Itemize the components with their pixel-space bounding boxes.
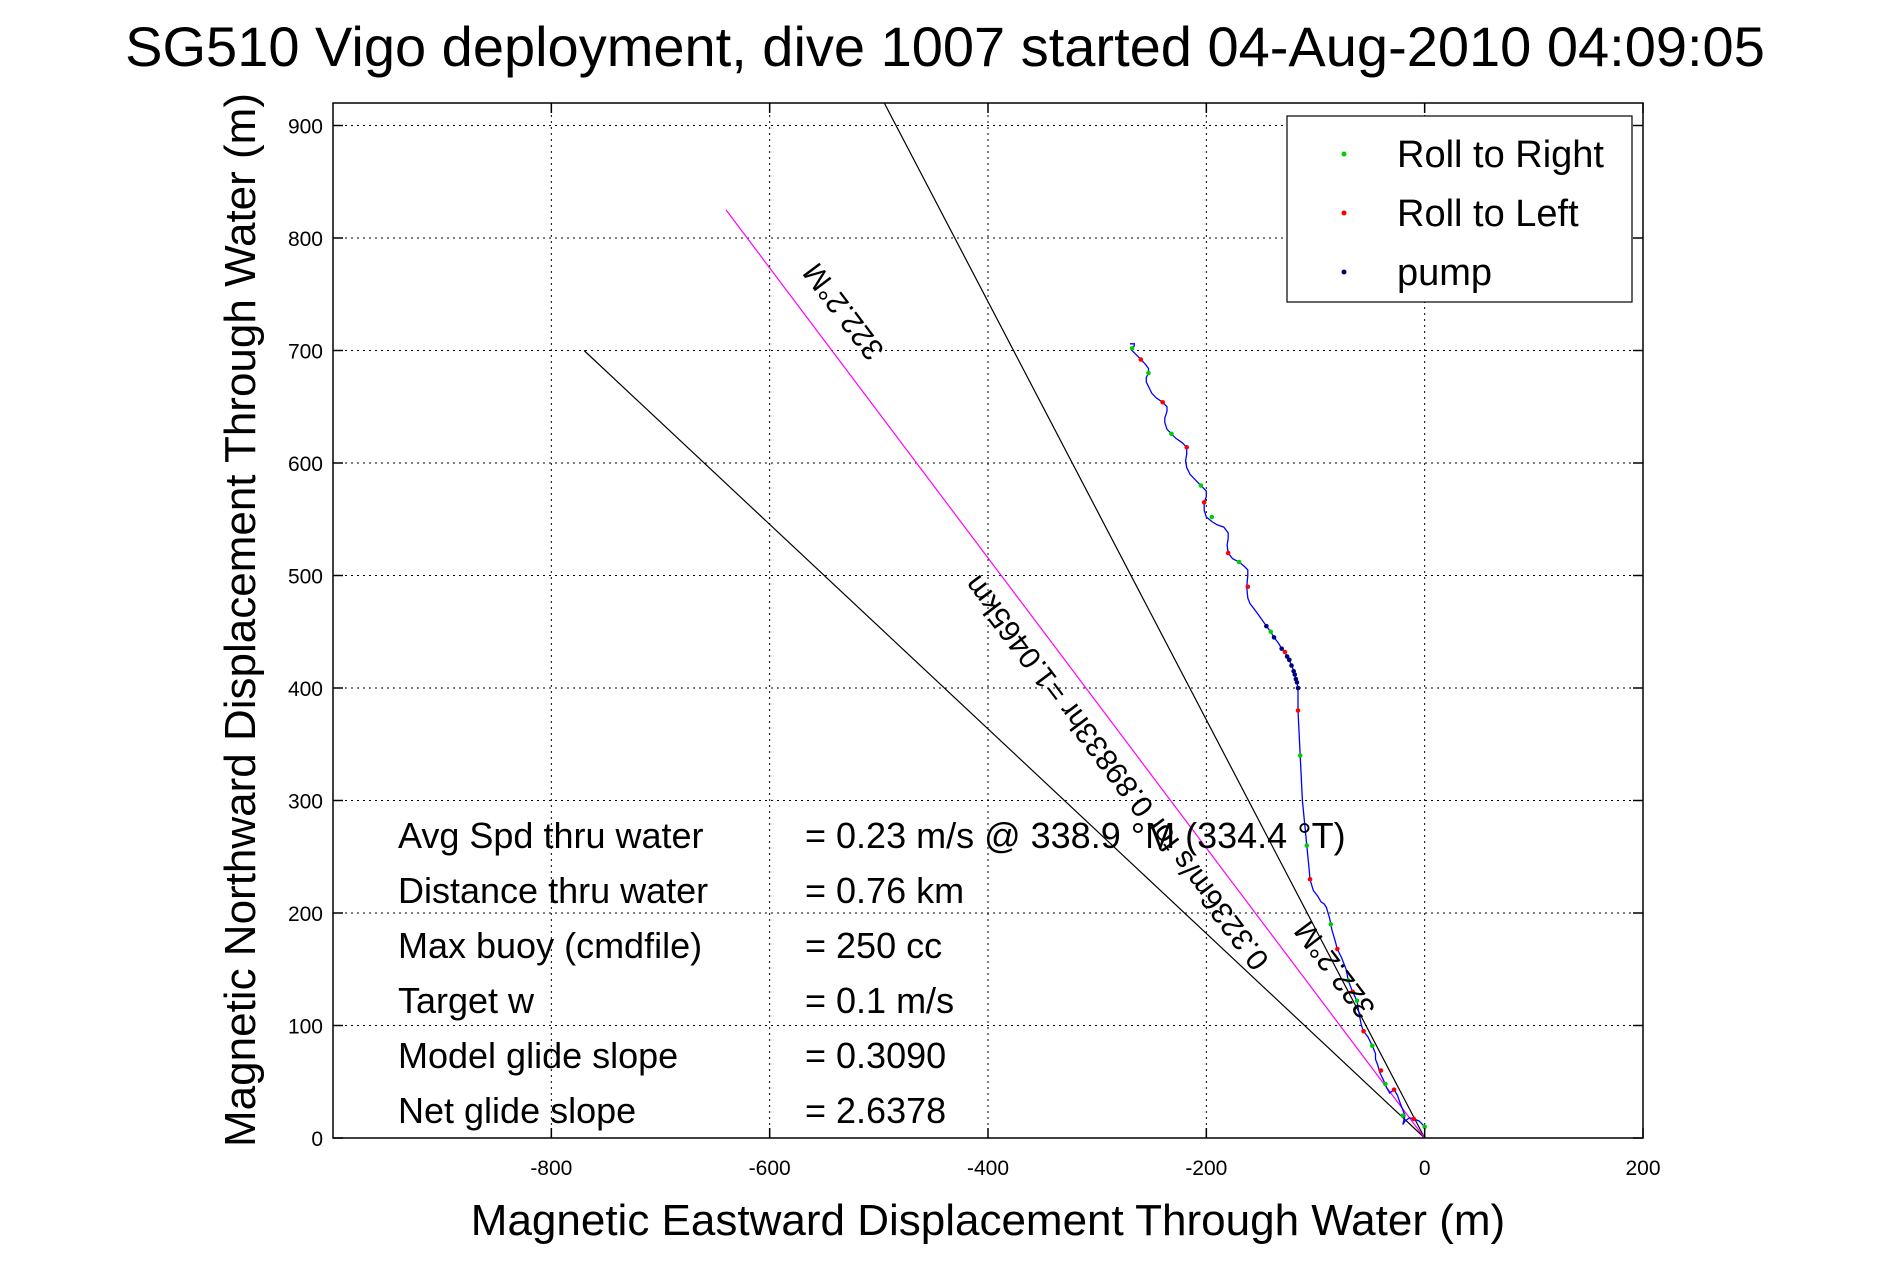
track-point-right xyxy=(1400,1113,1406,1118)
track-point-right xyxy=(1236,559,1242,565)
legend-marker xyxy=(1341,269,1347,275)
track-point-pump xyxy=(1289,663,1294,668)
reference-lines xyxy=(583,102,1426,1139)
track-point-pump xyxy=(1291,668,1296,674)
track-point-right xyxy=(1422,1124,1427,1130)
annotation-label: Max buoy (cmdfile) xyxy=(398,925,702,966)
x-tick-label: -200 xyxy=(1185,1157,1227,1180)
track-point-right xyxy=(1304,843,1310,848)
x-axis-label: Magnetic Eastward Displacement Through W… xyxy=(471,1196,1505,1245)
track-point-right xyxy=(1383,1081,1388,1087)
x-tick-label: -400 xyxy=(967,1157,1009,1180)
x-tick-label: -800 xyxy=(530,1157,572,1180)
track-point-right xyxy=(1198,483,1204,488)
y-tick-label: 900 xyxy=(288,116,323,139)
track-point-left xyxy=(1245,584,1251,590)
x-tick-label: 200 xyxy=(1625,1157,1660,1180)
track-point-left xyxy=(1184,444,1189,450)
annotation-label: Target w xyxy=(398,980,535,1021)
annotation-value: = 250 cc xyxy=(805,925,942,966)
track-point-pump xyxy=(1287,657,1292,663)
track-point-right xyxy=(1369,1043,1375,1049)
annotation-label: Avg Spd thru water xyxy=(398,815,704,856)
track xyxy=(1129,343,1426,1128)
y-tick-label: 500 xyxy=(288,566,323,589)
track-point-right xyxy=(1129,345,1135,351)
track-point-left xyxy=(1295,708,1301,713)
annotations: Avg Spd thru water = 0.23 m/s @ 338.9 °M … xyxy=(398,815,1346,1131)
track-point-right xyxy=(1297,753,1303,758)
track-point-left xyxy=(1138,357,1144,362)
track-points xyxy=(1129,345,1427,1130)
y-tick-label: 800 xyxy=(288,228,323,251)
y-tick-label: 200 xyxy=(288,903,323,926)
reference-line xyxy=(583,350,1426,1139)
y-tick-label: 300 xyxy=(288,791,323,814)
chart-title: SG510 Vigo deployment, dive 1007 started… xyxy=(125,15,1765,78)
legend-entry: Roll to Right xyxy=(1397,134,1604,176)
track-point-right xyxy=(1209,514,1215,520)
track-point-left xyxy=(1361,1028,1366,1034)
track-point-left xyxy=(1160,399,1165,405)
y-tick-label: 100 xyxy=(288,1016,323,1039)
reference-line xyxy=(725,209,1426,1139)
ticks xyxy=(333,103,1644,1139)
track-point-left xyxy=(1391,1087,1397,1092)
track-point-right xyxy=(1345,978,1351,983)
track-point-left xyxy=(1225,550,1231,556)
annotation-value: = 0.1 m/s xyxy=(805,980,954,1021)
track-point-right xyxy=(1146,370,1151,376)
y-tick-label: 600 xyxy=(288,453,323,476)
track-point-pump xyxy=(1279,646,1284,651)
track-point-right xyxy=(1169,431,1174,437)
legend-entry: pump xyxy=(1397,252,1492,294)
track-point-right xyxy=(1328,921,1334,927)
annotation-value: = 0.23 m/s @ 338.9 °M (334.4 °T) xyxy=(805,815,1346,856)
track-point-left xyxy=(1378,1068,1384,1073)
legend-marker xyxy=(1341,210,1347,216)
legend-entry: Roll to Left xyxy=(1397,193,1579,235)
tick-labels: -800 -600 -400 -200 0 200 0 100 200 300 400 500 600 7… xyxy=(288,116,1661,1181)
track-point-right xyxy=(1268,629,1274,635)
y-axis-label: Magnetic Northward Displacement Through … xyxy=(216,93,265,1147)
annotation-label: Model glide slope xyxy=(398,1035,678,1076)
annotation-value: = 0.3090 xyxy=(805,1035,946,1076)
track-point-pump xyxy=(1264,623,1269,629)
track-point-pump xyxy=(1295,685,1301,691)
legend: Roll to Right Roll to Left pump xyxy=(1286,115,1633,303)
reference-line xyxy=(883,102,1426,1139)
track-point-left xyxy=(1282,649,1288,655)
track-point-left xyxy=(1307,876,1313,882)
track-point-left xyxy=(1335,946,1340,952)
track-point-pump xyxy=(1293,676,1299,682)
y-tick-label: 400 xyxy=(288,678,323,701)
x-tick-label: 0 xyxy=(1419,1157,1431,1180)
annotation-value: = 2.6378 xyxy=(805,1090,946,1131)
annotation-label: Net glide slope xyxy=(398,1090,636,1131)
annotation-value: = 0.76 km xyxy=(805,870,964,911)
track-point-pump xyxy=(1271,635,1277,640)
x-tick-label: -600 xyxy=(749,1157,791,1180)
track-point-left xyxy=(1350,989,1355,995)
track-point-left xyxy=(1411,1116,1417,1122)
annotation-label: Distance thru water xyxy=(398,870,708,911)
track-point-pump xyxy=(1284,654,1290,659)
y-tick-label: 0 xyxy=(311,1128,323,1151)
track-line xyxy=(1129,343,1426,1128)
track-point-left xyxy=(1201,500,1207,505)
legend-marker xyxy=(1341,151,1347,157)
y-tick-label: 700 xyxy=(288,341,323,364)
track-point-right xyxy=(1354,998,1360,1004)
